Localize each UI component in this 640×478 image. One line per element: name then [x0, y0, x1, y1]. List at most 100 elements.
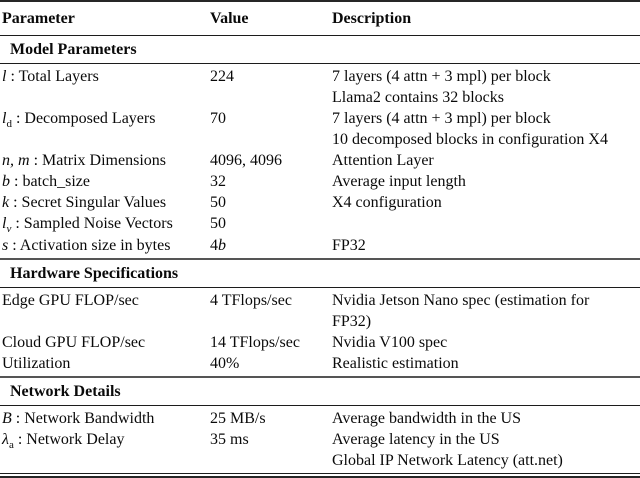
- desc-line: 10 decomposed blocks in configuration X4: [332, 131, 608, 148]
- param-cell: k: Secret Singular Values: [2, 192, 210, 213]
- desc-line: Nvidia Jetson Nano spec (estimation for: [332, 292, 590, 310]
- table-row: Utilization 40% Realistic estimation: [0, 353, 640, 374]
- desc-line: 7 layers (4 attn + 3 mpl) per block: [332, 68, 551, 85]
- desc-line: Average bandwidth in the US: [332, 410, 521, 428]
- section-header-network-details: Network Details: [10, 383, 121, 401]
- param-label: : Matrix Dimensions: [33, 152, 166, 169]
- param-label: : batch_size: [14, 173, 90, 190]
- value-cell: 4 TFlops/sec: [210, 292, 292, 310]
- desc-cell: Average bandwidth in the US: [332, 408, 638, 429]
- table-row: λa: Network Delay 35 ms Average latency …: [0, 429, 640, 471]
- value-cell: 224: [210, 68, 234, 85]
- param-cell: s: Activation size in bytes: [2, 235, 210, 256]
- desc-line: Nvidia V100 spec: [332, 334, 448, 352]
- param-subscript: v: [6, 223, 12, 236]
- param-cell: lv: Sampled Noise Vectors: [2, 213, 210, 235]
- param-cell: b: batch_size: [2, 171, 210, 192]
- value-cell: 35 ms: [210, 431, 249, 449]
- table-row: l: Total Layers 224 7 layers (4 attn + 3…: [0, 66, 640, 108]
- param-symbol: n, m: [2, 152, 30, 169]
- section-body-network-details: B: Network Bandwidth 25 MB/s Average ban…: [0, 406, 640, 473]
- desc-cell: 7 layers (4 attn + 3 mpl) per block 10 d…: [332, 108, 638, 150]
- table-row: Edge GPU FLOP/sec 4 TFlops/sec Nvidia Je…: [0, 290, 640, 332]
- param-symbol: s: [2, 237, 9, 255]
- table-row: b: batch_size 32 Average input length: [0, 171, 640, 192]
- desc-cell: FP32: [332, 235, 638, 256]
- column-header-description: Description: [332, 10, 412, 27]
- table-row: lv: Sampled Noise Vectors 50: [0, 213, 640, 235]
- column-header-parameter: Parameter: [2, 10, 75, 27]
- column-header-value: Value: [210, 10, 249, 27]
- desc-cell: Nvidia V100 spec: [332, 332, 638, 353]
- param-label: : Secret Singular Values: [13, 194, 167, 211]
- desc-line: Realistic estimation: [332, 355, 459, 373]
- param-label: : Network Bandwidth: [15, 410, 155, 428]
- section-body-hardware-specifications: Edge GPU FLOP/sec 4 TFlops/sec Nvidia Je…: [0, 288, 640, 376]
- table-row: s: Activation size in bytes 4b FP32: [0, 235, 640, 256]
- param-cell: Utilization: [2, 355, 71, 373]
- desc-line: Average latency in the US: [332, 431, 500, 449]
- value-cell: 4b: [210, 235, 332, 256]
- desc-line: FP32: [332, 237, 366, 255]
- desc-cell: [332, 213, 638, 235]
- value-cell: 14 TFlops/sec: [210, 334, 300, 352]
- section-title-rule: [0, 287, 640, 289]
- desc-line: X4 configuration: [332, 194, 442, 211]
- param-subscript: d: [6, 118, 12, 131]
- value-cell: 40%: [210, 355, 240, 373]
- value-cell: 50: [210, 215, 226, 232]
- param-cell: Cloud GPU FLOP/sec: [2, 334, 146, 352]
- desc-cell: Attention Layer: [332, 150, 638, 171]
- param-cell: l: Total Layers: [2, 66, 210, 108]
- value-symbol: b: [218, 237, 226, 255]
- param-label: : Network Delay: [17, 431, 125, 449]
- param-label: : Decomposed Layers: [15, 110, 156, 127]
- desc-line: Global IP Network Latency (att.net): [332, 452, 563, 470]
- value-cell: 50: [210, 194, 226, 211]
- param-label: : Sampled Noise Vectors: [15, 215, 173, 232]
- table-row: n, m: Matrix Dimensions 4096, 4096 Atten…: [0, 150, 640, 171]
- section-body-model-parameters: l: Total Layers 224 7 layers (4 attn + 3…: [0, 64, 640, 258]
- desc-cell: 7 layers (4 attn + 3 mpl) per block Llam…: [332, 66, 638, 108]
- param-symbol: b: [2, 173, 10, 190]
- section-title-rule: [0, 63, 640, 64]
- bottom-inner-rule: [0, 473, 640, 475]
- param-symbol: l: [2, 215, 7, 232]
- section-header-hardware-specifications: Hardware Specifications: [10, 265, 179, 283]
- section-separator-rule: [0, 376, 640, 379]
- desc-cell: X4 configuration: [332, 192, 638, 213]
- value-cell: 70: [210, 110, 226, 127]
- value-cell: 25 MB/s: [210, 410, 266, 428]
- param-cell: Edge GPU FLOP/sec: [2, 292, 139, 310]
- desc-cell: Realistic estimation: [332, 353, 638, 374]
- param-cell: B: Network Bandwidth: [2, 408, 210, 429]
- param-symbol: l: [2, 110, 7, 127]
- desc-line: Average input length: [332, 173, 466, 190]
- param-symbol: B: [2, 410, 12, 428]
- desc-line: Llama2 contains 32 blocks: [332, 89, 504, 106]
- param-label: : Activation size in bytes: [12, 237, 171, 255]
- bottom-rule-gap: [0, 474, 640, 477]
- param-subscript: a: [8, 439, 14, 452]
- section-title-rule: [0, 405, 640, 407]
- table-row: Cloud GPU FLOP/sec 14 TFlops/sec Nvidia …: [0, 332, 640, 353]
- param-cell: n, m: Matrix Dimensions: [2, 150, 210, 171]
- param-cell: λa: Network Delay: [2, 429, 210, 471]
- header-rule: [0, 35, 640, 36]
- value-number: 4: [210, 237, 218, 255]
- desc-cell: Average input length: [332, 171, 638, 192]
- section-header-model-parameters: Model Parameters: [10, 41, 137, 58]
- table-header: Parameter Value Description: [0, 2, 640, 35]
- value-cell: 4096, 4096: [210, 152, 282, 169]
- section-separator-rule: [0, 258, 640, 261]
- param-label: : Total Layers: [10, 68, 99, 85]
- desc-cell: Average latency in the US Global IP Netw…: [332, 429, 638, 471]
- desc-line: 7 layers (4 attn + 3 mpl) per block: [332, 110, 551, 127]
- desc-cell: Nvidia Jetson Nano spec (estimation for …: [332, 290, 638, 332]
- param-symbol: l: [2, 68, 7, 85]
- param-symbol: λ: [2, 431, 9, 449]
- table-row: k: Secret Singular Values 50 X4 configur…: [0, 192, 640, 213]
- table-row: B: Network Bandwidth 25 MB/s Average ban…: [0, 408, 640, 429]
- param-cell: ld: Decomposed Layers: [2, 108, 210, 150]
